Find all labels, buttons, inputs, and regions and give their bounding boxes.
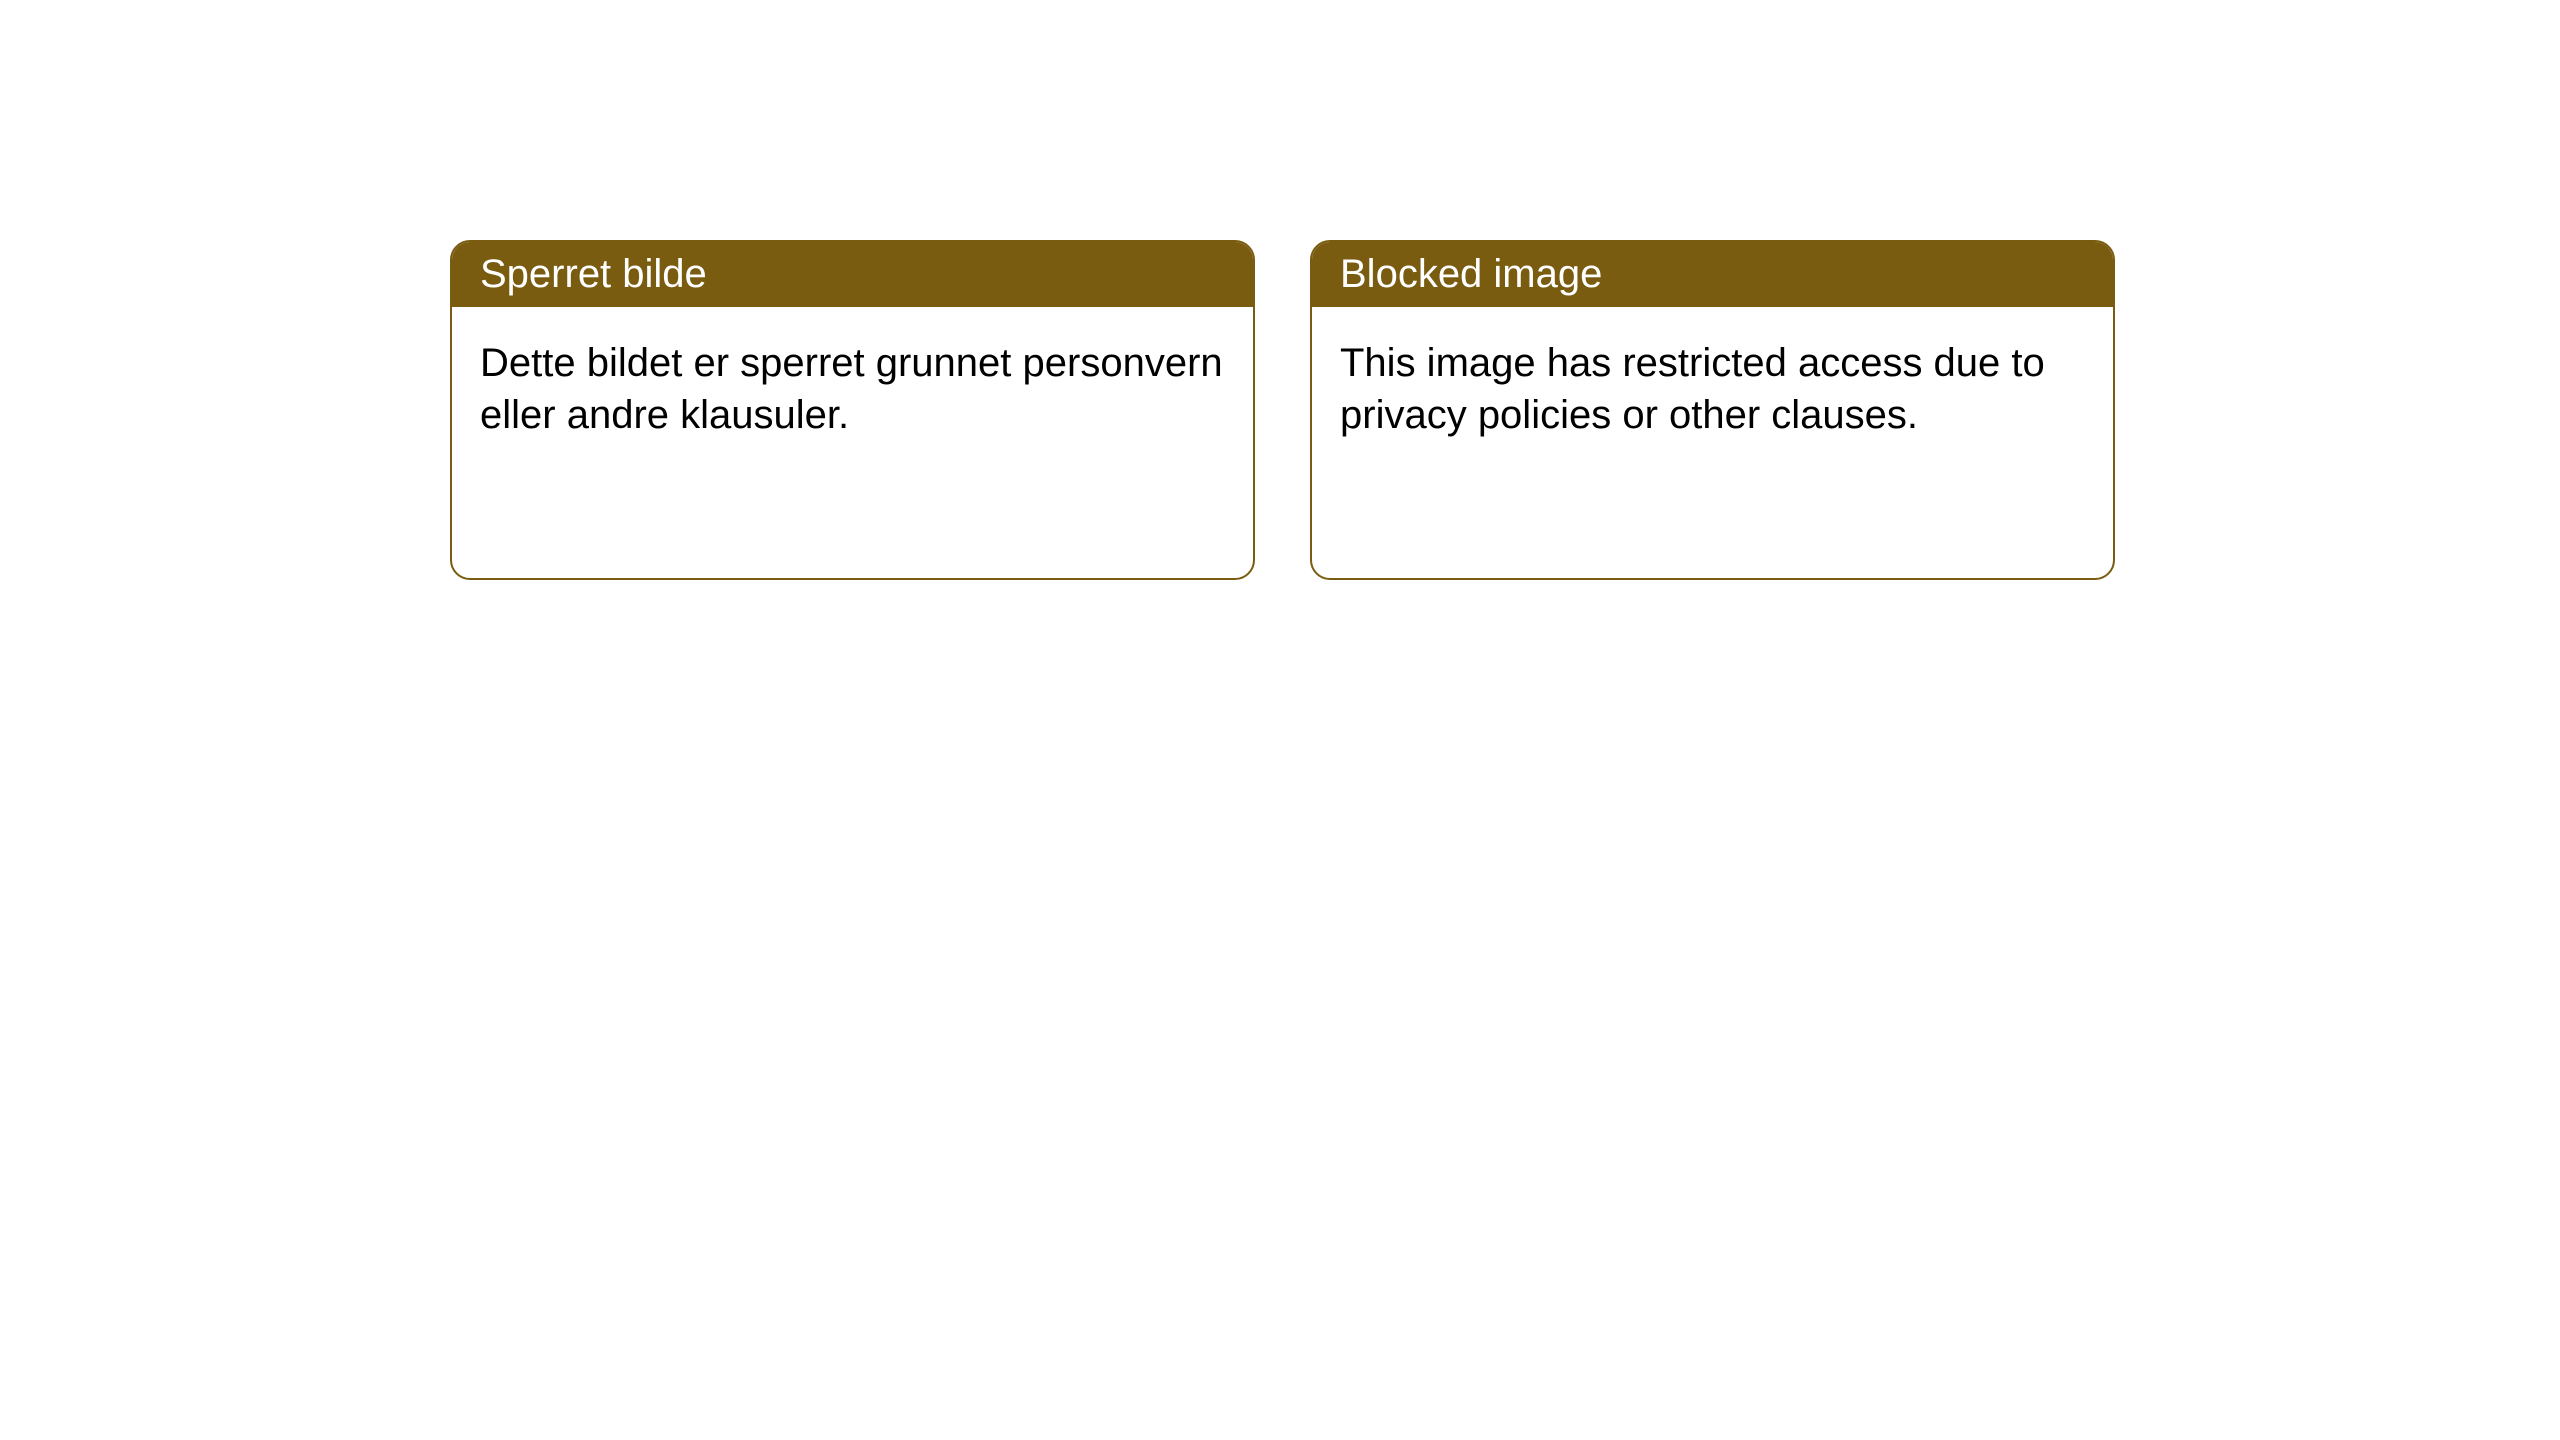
- blocked-image-notices: Sperret bilde Dette bildet er sperret gr…: [450, 240, 2560, 580]
- card-header: Blocked image: [1312, 242, 2113, 307]
- card-body: Dette bildet er sperret grunnet personve…: [452, 307, 1253, 471]
- card-header: Sperret bilde: [452, 242, 1253, 307]
- blocked-notice-card-no: Sperret bilde Dette bildet er sperret gr…: [450, 240, 1255, 580]
- blocked-notice-card-en: Blocked image This image has restricted …: [1310, 240, 2115, 580]
- card-body: This image has restricted access due to …: [1312, 307, 2113, 471]
